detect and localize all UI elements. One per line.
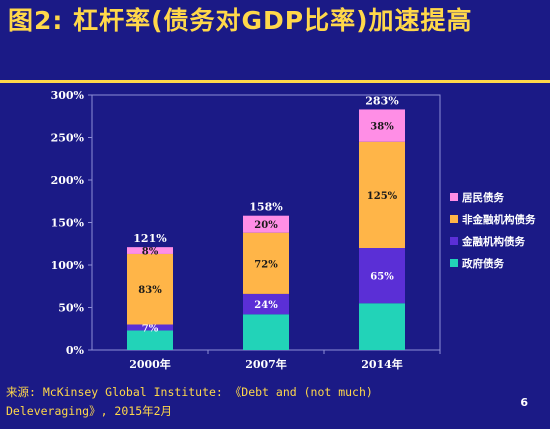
bar-data-label: 24% xyxy=(254,300,278,311)
bar-data-label: 83% xyxy=(138,285,162,296)
bar-total-label: 121% xyxy=(133,232,167,245)
bar-data-label: 20% xyxy=(254,220,278,231)
y-tick-label: 100% xyxy=(51,259,85,272)
bar-segment xyxy=(127,324,173,331)
y-tick-label: 250% xyxy=(51,132,85,145)
bar-segment xyxy=(127,330,173,350)
bar-segment xyxy=(243,293,289,315)
bar-data-label: 65% xyxy=(370,272,394,283)
legend-label: 非金融机构债务 xyxy=(462,213,536,226)
source-footnote: 来源: McKinsey Global Institute: 《Debt and… xyxy=(6,383,526,421)
title-underline xyxy=(0,80,550,83)
bar-segment xyxy=(243,314,289,350)
legend-swatch xyxy=(450,259,458,267)
y-tick-label: 0% xyxy=(66,344,85,357)
page-number: 6 xyxy=(520,396,528,409)
legend-label: 居民债务 xyxy=(462,191,504,204)
bar-segment xyxy=(359,109,405,142)
legend-swatch xyxy=(450,237,458,245)
y-tick-label: 200% xyxy=(51,174,85,187)
bar-total-label: 158% xyxy=(249,201,283,214)
bar-data-label: 38% xyxy=(370,122,394,133)
y-tick-label: 300% xyxy=(51,89,85,102)
legend-label: 政府债务 xyxy=(462,257,504,270)
footnote-line-2: Deleveraging》, 2015年2月 xyxy=(6,404,173,418)
bar-segment xyxy=(359,303,405,350)
x-category-label: 2014年 xyxy=(361,357,403,371)
bar-segment xyxy=(127,253,173,325)
x-category-label: 2007年 xyxy=(245,357,287,371)
x-category-label: 2000年 xyxy=(129,357,171,371)
legend-label: 金融机构债务 xyxy=(461,235,525,248)
bar-data-label: 72% xyxy=(254,259,278,270)
bar-segment xyxy=(127,247,173,254)
bar-segment xyxy=(359,248,405,304)
bar-total-label: 283% xyxy=(365,94,399,107)
bar-segment xyxy=(243,215,289,233)
legend-swatch xyxy=(450,215,458,223)
y-tick-label: 150% xyxy=(51,217,85,230)
legend-swatch xyxy=(450,193,458,201)
y-tick-label: 50% xyxy=(58,302,84,315)
bar-segment xyxy=(243,232,289,294)
bar-data-label: 125% xyxy=(367,191,398,202)
footnote-line-1: 来源: McKinsey Global Institute: 《Debt and… xyxy=(6,385,373,399)
bar-data-label: 7% xyxy=(142,323,159,334)
bar-segment xyxy=(359,141,405,248)
slide-title: 图2: 杠杆率(债务对GDP比率)加速提高 xyxy=(8,6,473,35)
bar-data-label: 8% xyxy=(142,247,159,258)
